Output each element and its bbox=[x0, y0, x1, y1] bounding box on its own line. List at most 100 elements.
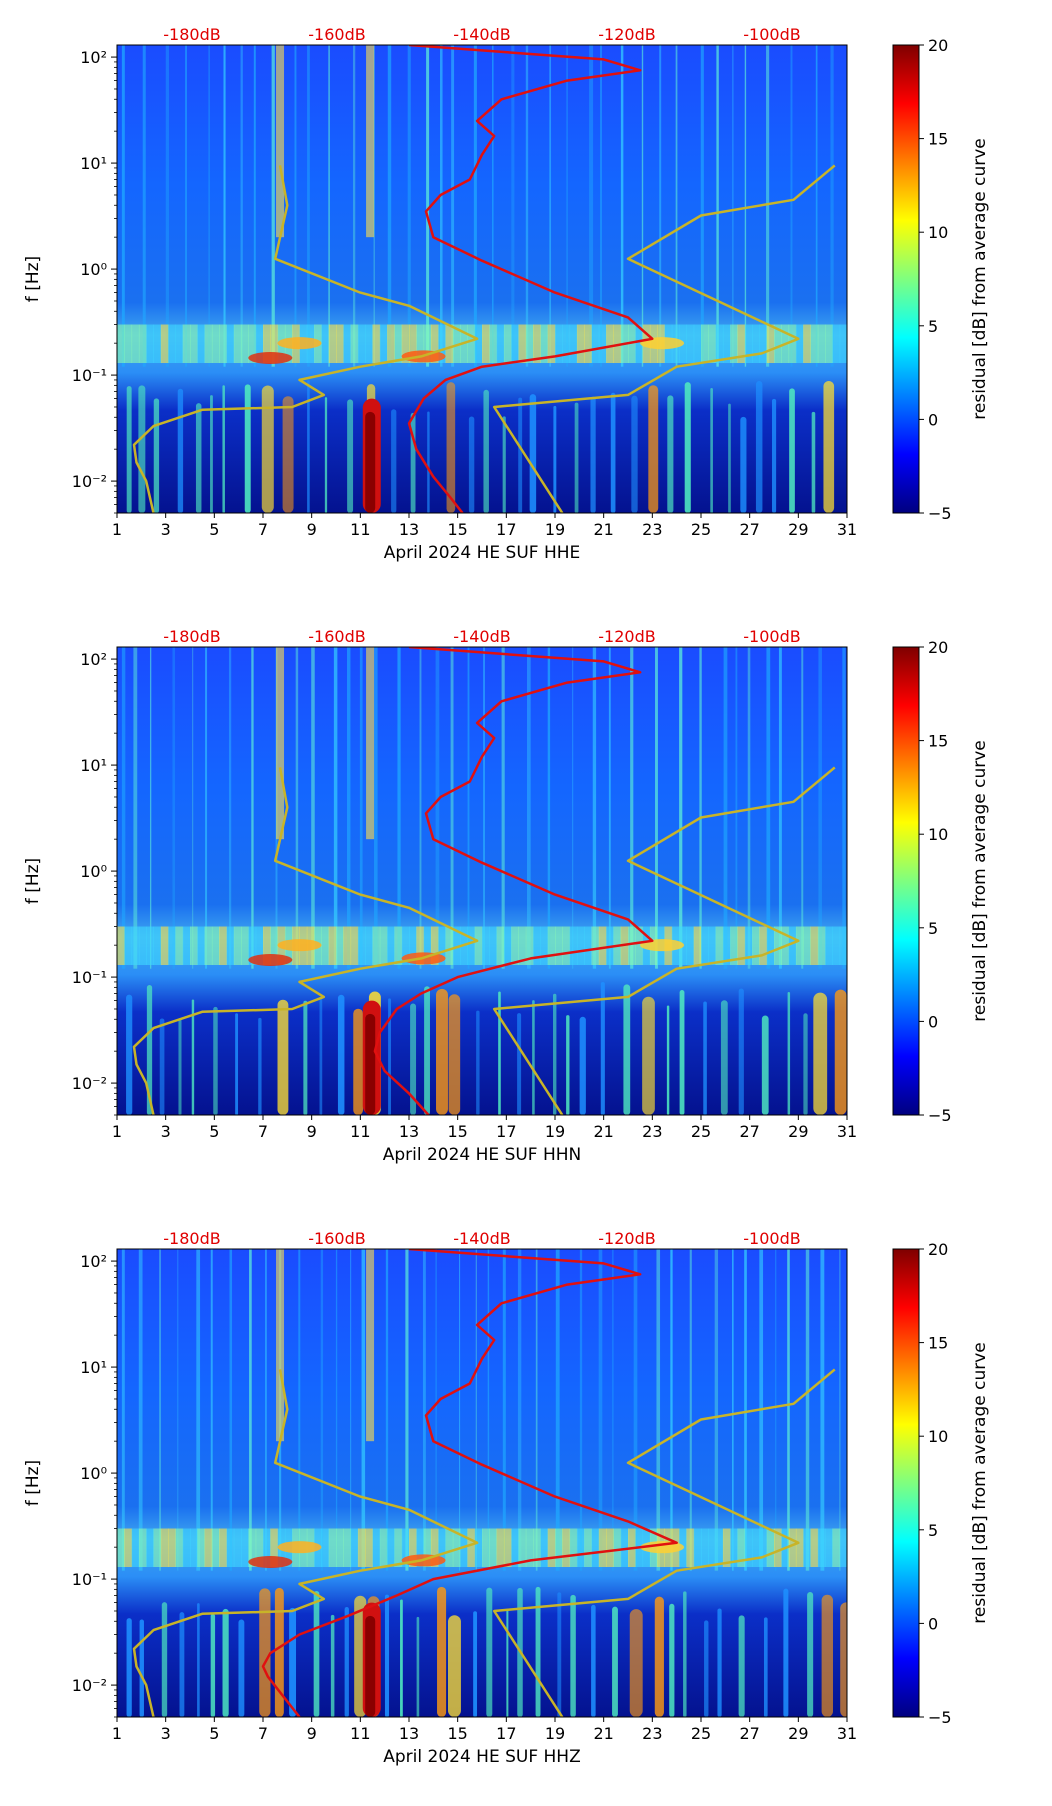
db-scale-label: -140dB bbox=[453, 1229, 510, 1248]
colorbar-gradient bbox=[892, 646, 920, 1116]
x-tick-label: 5 bbox=[209, 1724, 219, 1743]
db-scale-label: -160dB bbox=[308, 1229, 365, 1248]
db-scale-label: -180dB bbox=[163, 627, 220, 646]
y-axis-label: f [Hz] bbox=[23, 858, 43, 904]
x-tick-label: 23 bbox=[642, 1724, 662, 1743]
db-scale-label: -120dB bbox=[598, 627, 655, 646]
colorbar-tick-label: −5 bbox=[928, 1708, 952, 1727]
spectrogram-panel-1: 1 3 5 7 9 11 13 15 17 19 21 23 25 27 29 3110⁻²10⁻¹10⁰10… bbox=[23, 25, 990, 563]
y-tick-label: 10⁰ bbox=[80, 1464, 107, 1483]
x-tick-label: 17 bbox=[496, 1724, 516, 1743]
x-tick-label: 25 bbox=[691, 1122, 711, 1141]
y-tick-label: 10¹ bbox=[80, 154, 107, 173]
db-scale-label: -140dB bbox=[453, 25, 510, 44]
x-tick-label: 11 bbox=[350, 1724, 370, 1743]
x-tick-label: 9 bbox=[307, 1122, 317, 1141]
colorbar-gradient bbox=[892, 44, 920, 514]
y-tick-label: 10² bbox=[80, 1252, 107, 1271]
db-scale-label: -100dB bbox=[743, 1229, 800, 1248]
x-axis-label: April 2024 HE SUF HHE bbox=[384, 543, 581, 563]
x-tick-label: 11 bbox=[350, 1122, 370, 1141]
colorbar-tick-label: −5 bbox=[928, 1106, 952, 1125]
x-tick-label: 29 bbox=[788, 1122, 808, 1141]
x-tick-label: 15 bbox=[447, 1724, 467, 1743]
y-axis-label: f [Hz] bbox=[23, 256, 43, 302]
db-scale-label: -120dB bbox=[598, 1229, 655, 1248]
x-tick-label: 13 bbox=[399, 520, 419, 539]
colorbar-tick-label: 5 bbox=[928, 1521, 938, 1540]
colorbar: −5 0 5 10 15 20 residual [dB] from average cur… bbox=[892, 1240, 990, 1727]
colorbar-tick-label: 20 bbox=[928, 1240, 948, 1259]
nhnm-curve bbox=[492, 1368, 836, 1717]
colorbar-tick-label: 10 bbox=[928, 825, 948, 844]
colorbar-tick-label: 15 bbox=[928, 1334, 948, 1353]
colorbar-tick-label: 10 bbox=[928, 1427, 948, 1446]
colorbar: −5 0 5 10 15 20 residual [dB] from average cur… bbox=[892, 638, 990, 1125]
y-tick-label: 10⁻¹ bbox=[72, 968, 107, 987]
x-tick-label: 19 bbox=[545, 1724, 565, 1743]
x-tick-label: 7 bbox=[258, 1122, 268, 1141]
y-tick-label: 10⁻¹ bbox=[72, 366, 107, 385]
x-tick-label: 5 bbox=[209, 520, 219, 539]
x-axis-label: April 2024 HE SUF HHZ bbox=[383, 1747, 580, 1767]
x-tick-label: 9 bbox=[307, 1724, 317, 1743]
x-tick-label: 21 bbox=[593, 1122, 613, 1141]
x-tick-label: 13 bbox=[399, 1724, 419, 1743]
x-tick-label: 5 bbox=[209, 1122, 219, 1141]
y-tick-label: 10⁻² bbox=[72, 1074, 107, 1093]
db-scale-label: -100dB bbox=[743, 25, 800, 44]
x-tick-label: 23 bbox=[642, 1122, 662, 1141]
x-tick-label: 3 bbox=[161, 520, 171, 539]
x-tick-label: 11 bbox=[350, 520, 370, 539]
colorbar-tick-label: 0 bbox=[928, 1614, 938, 1633]
x-tick-label: 29 bbox=[788, 520, 808, 539]
y-tick-label: 10² bbox=[80, 48, 107, 67]
nlnm-curve bbox=[132, 1369, 479, 1717]
db-scale-label: -140dB bbox=[453, 627, 510, 646]
y-tick-label: 10¹ bbox=[80, 756, 107, 775]
x-tick-label: 15 bbox=[447, 1122, 467, 1141]
y-tick-label: 10¹ bbox=[80, 1358, 107, 1377]
db-scale-label: -160dB bbox=[308, 627, 365, 646]
x-tick-label: 29 bbox=[788, 1724, 808, 1743]
x-tick-label: 9 bbox=[307, 520, 317, 539]
x-tick-label: 25 bbox=[691, 1724, 711, 1743]
y-tick-label: 10⁰ bbox=[80, 862, 107, 881]
colorbar-label: residual [dB] from average curve bbox=[970, 1342, 990, 1623]
x-tick-label: 1 bbox=[112, 1122, 122, 1141]
heatmap-field bbox=[117, 1249, 847, 1717]
db-scale-label: -100dB bbox=[743, 627, 800, 646]
colorbar-tick-label: 20 bbox=[928, 36, 948, 55]
x-tick-label: 21 bbox=[593, 1724, 613, 1743]
heatmap-field bbox=[117, 647, 847, 1115]
median-curve bbox=[373, 647, 654, 1115]
x-tick-label: 23 bbox=[642, 520, 662, 539]
nlnm-curve bbox=[132, 165, 479, 513]
median-curve bbox=[261, 1249, 678, 1717]
x-tick-label: 17 bbox=[496, 1122, 516, 1141]
x-tick-label: 1 bbox=[112, 1724, 122, 1743]
x-tick-label: 13 bbox=[399, 1122, 419, 1141]
x-tick-label: 3 bbox=[161, 1122, 171, 1141]
x-tick-label: 31 bbox=[837, 1122, 857, 1141]
x-tick-label: 1 bbox=[112, 520, 122, 539]
colorbar-tick-label: 5 bbox=[928, 317, 938, 336]
nhnm-curve bbox=[492, 766, 836, 1115]
median-curve bbox=[407, 45, 654, 513]
colorbar-tick-label: 15 bbox=[928, 130, 948, 149]
colorbar-tick-label: 20 bbox=[928, 638, 948, 657]
colorbar-tick-label: 15 bbox=[928, 732, 948, 751]
db-scale-label: -120dB bbox=[598, 25, 655, 44]
colorbar-tick-label: 10 bbox=[928, 223, 948, 242]
y-tick-label: 10⁻² bbox=[72, 1676, 107, 1695]
y-tick-label: 10² bbox=[80, 650, 107, 669]
x-tick-label: 21 bbox=[593, 520, 613, 539]
colorbar: −5 0 5 10 15 20 residual [dB] from average cur… bbox=[892, 36, 990, 523]
y-axis-label: f [Hz] bbox=[23, 1460, 43, 1506]
x-tick-label: 31 bbox=[837, 1724, 857, 1743]
x-tick-label: 17 bbox=[496, 520, 516, 539]
x-tick-label: 7 bbox=[258, 1724, 268, 1743]
colorbar-gradient bbox=[892, 1248, 920, 1718]
y-tick-label: 10⁻² bbox=[72, 472, 107, 491]
